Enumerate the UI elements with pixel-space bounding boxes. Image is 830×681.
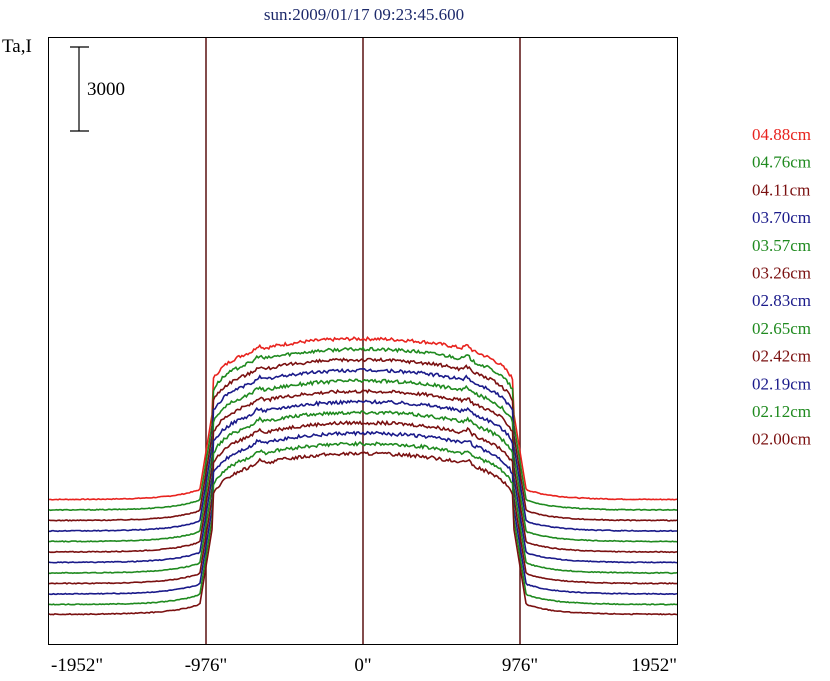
series-line-02.12cm bbox=[48, 440, 678, 606]
scale-bar-label: 3000 bbox=[87, 79, 125, 100]
series-line-03.70cm bbox=[49, 367, 677, 533]
legend-entry: 02.00cm bbox=[752, 430, 811, 449]
series-line-02.65cm bbox=[49, 410, 678, 575]
legend-entry: 02.83cm bbox=[752, 291, 811, 310]
series-line-04.88cm bbox=[48, 335, 678, 501]
legend-entry: 04.11cm bbox=[752, 180, 810, 199]
x-tick-label: 0" bbox=[354, 655, 371, 676]
legend-entry: 04.88cm bbox=[752, 125, 811, 144]
series-line-02.83cm bbox=[48, 399, 678, 564]
legend-entry: 03.70cm bbox=[752, 208, 811, 227]
legend-entry: 03.26cm bbox=[752, 264, 811, 283]
legend-entry: 03.57cm bbox=[752, 236, 811, 255]
series-line-04.76cm bbox=[48, 346, 678, 512]
series-line-02.42cm bbox=[48, 419, 678, 585]
series-line-02.19cm bbox=[48, 430, 678, 596]
x-tick-label: 976" bbox=[502, 655, 538, 676]
x-tick-labels: -1952" -976" 0" 976" 1952" bbox=[51, 655, 677, 676]
chart-title: sun:2009/01/17 09:23:45.600 bbox=[264, 5, 464, 24]
series-lines bbox=[48, 335, 678, 616]
scale-bar: 3000 bbox=[70, 46, 125, 132]
series-line-02.00cm bbox=[48, 451, 678, 616]
series-line-03.57cm bbox=[48, 378, 678, 543]
plot-frame bbox=[48, 37, 678, 645]
legend-entry: 02.42cm bbox=[752, 347, 811, 366]
legend-entry: 04.76cm bbox=[752, 153, 811, 172]
x-tick-label: 1952" bbox=[631, 655, 677, 676]
vertical-markers bbox=[205, 38, 521, 644]
legend-entry: 02.12cm bbox=[752, 402, 811, 421]
series-line-04.11cm bbox=[48, 357, 678, 522]
legend: 04.88cm 04.76cm 04.11cm 03.70cm 03.57cm 03.26… bbox=[752, 125, 811, 449]
legend-entry: 02.65cm bbox=[752, 319, 811, 338]
x-tick-label: -1952" bbox=[51, 655, 103, 676]
series-line-03.26cm bbox=[48, 388, 678, 554]
legend-entry: 02.19cm bbox=[752, 374, 811, 393]
x-tick-label: -976" bbox=[185, 655, 228, 676]
y-axis-label: Ta,I bbox=[2, 36, 32, 57]
